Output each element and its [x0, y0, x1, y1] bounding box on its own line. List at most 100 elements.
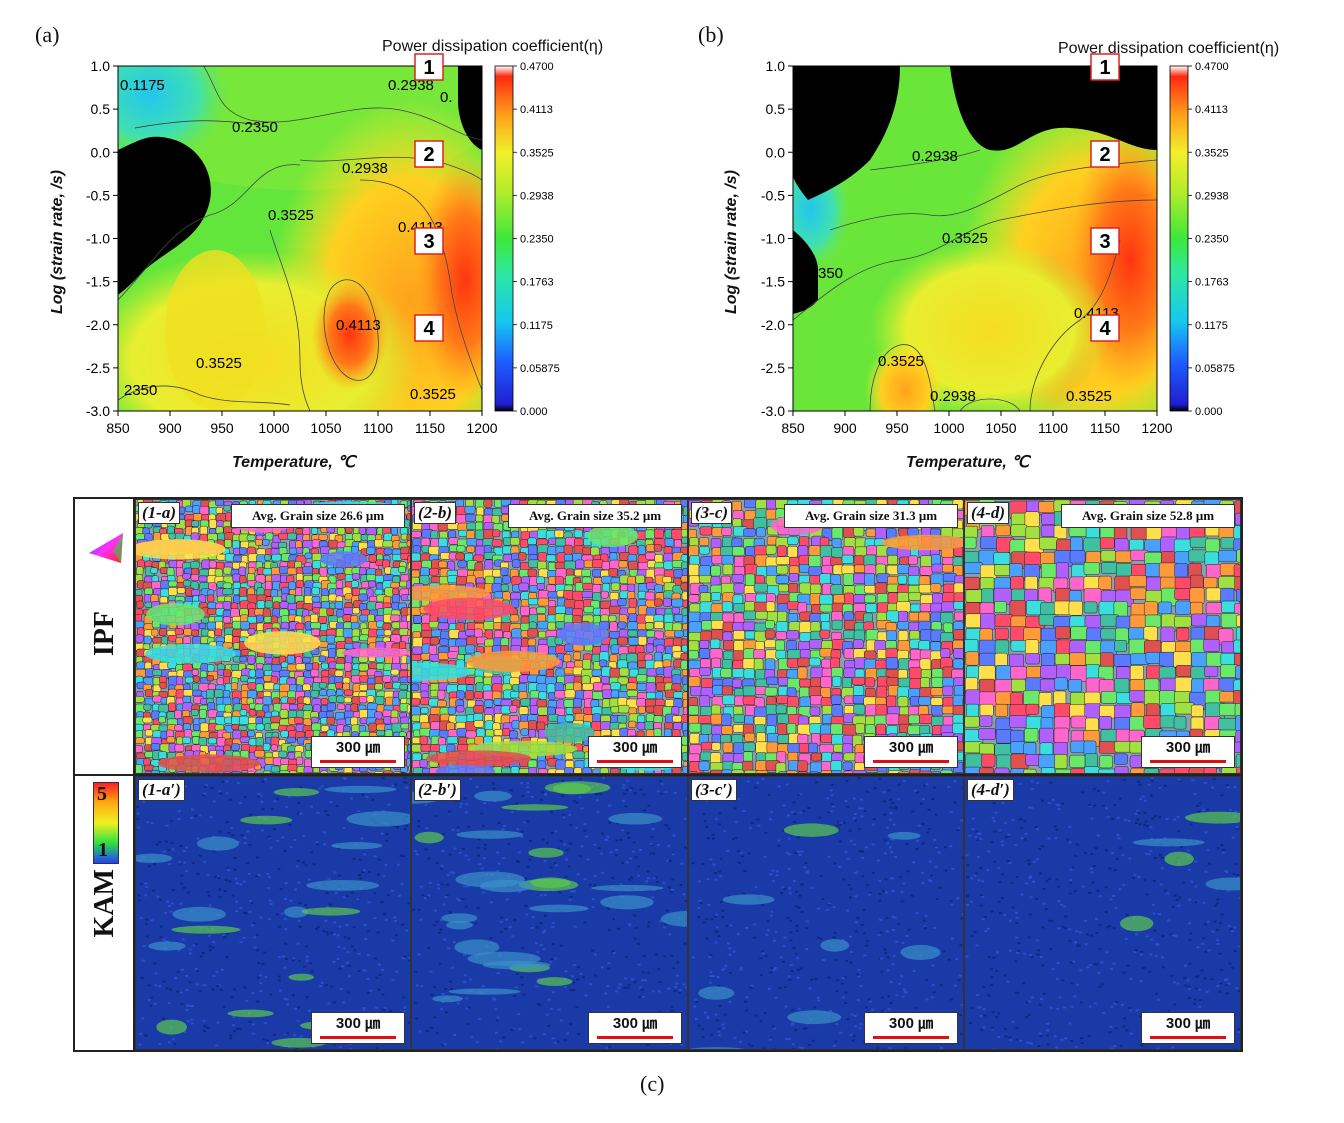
scale-bar-label: 300 ㎛ [612, 1015, 658, 1032]
colorbar-tick-label: 0.4113 [520, 104, 553, 116]
x-tick-label: 1000 [258, 420, 289, 436]
contour-label: 0.2938 [388, 77, 434, 94]
x-tick-label: 1100 [1038, 420, 1068, 436]
y-tick-label: 0.0 [91, 144, 111, 160]
ipf-map: (3-c) Avg. Grain size 31.3 μm 300 ㎛ [688, 499, 964, 774]
kam-map: (4-d′) 300 ㎛ [964, 776, 1241, 1050]
scale-bar-line [873, 1036, 949, 1039]
colorbar-ticks-b: 0.4700 0.4113 0.3525 0.2938 0.2350 0.1763 0.11… [1188, 61, 1235, 418]
scale-bar-label: 300 ㎛ [888, 739, 934, 756]
contour-label: 0.2938 [912, 148, 958, 165]
panel-label-b: (b) [698, 22, 724, 47]
colorbar-tick-label: 0.1763 [1195, 277, 1229, 289]
contour-label: 0.1175 [120, 77, 165, 94]
kam-texture [689, 777, 963, 1049]
scale-bar-line [320, 760, 396, 763]
colorbar-tick-label: 0.05875 [520, 363, 560, 375]
marker-2: 2 [1090, 140, 1120, 168]
ipf-legend-triangle [83, 523, 127, 572]
svg-text:4: 4 [1099, 318, 1111, 340]
y-tick-label: -3.0 [86, 403, 110, 419]
x-tick-label: 1200 [466, 420, 497, 436]
kam-map: (2-b′) 300 ㎛ [411, 776, 688, 1050]
contour-label: 0.2938 [930, 388, 976, 405]
colorbar-ticks-a: 0.4700 0.4113 0.3525 0.2938 0.2350 0.1763 0.11… [513, 61, 560, 418]
svg-text:1: 1 [423, 57, 434, 79]
y-tick-label: -0.5 [761, 187, 785, 203]
scale-bar: 300 ㎛ [311, 1012, 405, 1044]
colorbar-tick-label: 0.1175 [1195, 320, 1228, 332]
colorbar-title-b: Power dissipation coefficient(η) [1058, 40, 1280, 57]
kam-texture [965, 777, 1240, 1049]
x-tick-label: 950 [210, 420, 234, 436]
panel-sublabel: (1-a′) [138, 779, 185, 801]
scale-bar: 300 ㎛ [1141, 1012, 1235, 1044]
x-tick-label: 1150 [415, 420, 445, 436]
scale-bar-line [320, 1036, 396, 1039]
kam-legend-max: 5 [97, 783, 107, 805]
contour-label: 0.4113 [336, 317, 381, 334]
contour-label: 0. [440, 89, 453, 106]
scale-bar-line [1150, 760, 1226, 763]
contour-label: 2350 [124, 382, 157, 399]
svg-text:4: 4 [423, 318, 435, 340]
axes-a: 850 900 950 1000 1050 1100 1150 1200 1.0 0.5 0.0 -0… [86, 58, 498, 436]
scale-bar: 300 ㎛ [311, 736, 405, 768]
contour-label: 0.2350 [232, 119, 278, 136]
panel-sublabel: (3-c′) [691, 779, 737, 801]
scale-bar-label: 300 ㎛ [335, 1015, 381, 1032]
avg-grain-size: Avg. Grain size 35.2 μm [508, 504, 682, 528]
kam-texture [136, 777, 410, 1049]
x-tick-label: 1000 [933, 420, 964, 436]
y-tick-label: -2.5 [86, 360, 110, 376]
contour-label: 0.3525 [196, 355, 242, 372]
scale-bar: 300 ㎛ [1141, 736, 1235, 768]
kam-legend: 5 1 [93, 782, 119, 864]
colorbar-tick-label: 0.1175 [520, 320, 553, 332]
row-label-kam: KAM [89, 869, 120, 938]
row-label-ipf: IPF [89, 611, 120, 657]
x-tick-label: 1200 [1141, 420, 1172, 436]
y-tick-label: -1.5 [761, 274, 785, 290]
contour-label: 350 [818, 265, 843, 282]
svg-text:1: 1 [1099, 57, 1110, 79]
colorbar-b [1169, 65, 1189, 412]
y-tick-label: -2.5 [761, 360, 785, 376]
scale-bar-line [1150, 1036, 1226, 1039]
svg-text:3: 3 [1099, 231, 1110, 253]
x-axis-title-a: Temperature, ℃ [232, 454, 356, 471]
colorbar-title-a: Power dissipation coefficient(η) [382, 38, 604, 55]
marker-3: 3 [414, 227, 444, 255]
y-tick-label: -1.0 [86, 231, 110, 247]
y-tick-label: -1.0 [761, 231, 785, 247]
scale-bar-label: 300 ㎛ [1165, 1015, 1211, 1032]
panel-sublabel: (4-d′) [967, 779, 1014, 801]
colorbar-tick-label: 0.2938 [1195, 190, 1229, 202]
y-tick-label: -3.0 [761, 403, 785, 419]
colorbar-tick-label: 0.000 [1195, 406, 1223, 418]
marker-2: 2 [414, 140, 444, 168]
scale-bar-line [597, 760, 673, 763]
colorbar-tick-label: 0.2350 [520, 234, 554, 246]
contour-label: 0.3525 [1066, 388, 1112, 405]
x-axis-title-b: Temperature, ℃ [906, 454, 1030, 471]
micrograph-grid: IPF 5 1 KAM (1-a) Avg. Grain size 26.6 μm… [73, 497, 1243, 1052]
scale-bar: 300 ㎛ [588, 1012, 682, 1044]
y-tick-label: 1.0 [766, 58, 786, 74]
svg-text:2: 2 [423, 144, 434, 166]
x-tick-label: 1150 [1090, 420, 1120, 436]
scale-bar-line [597, 1036, 673, 1039]
y-tick-label: 1.0 [91, 58, 111, 74]
colorbar-tick-label: 0.05875 [1195, 363, 1235, 375]
x-tick-label: 1050 [985, 420, 1016, 436]
x-tick-label: 900 [158, 420, 182, 436]
scale-bar-label: 300 ㎛ [612, 739, 658, 756]
panel-sublabel: (4-d) [967, 502, 1009, 524]
colorbar-tick-label: 0.2350 [1195, 234, 1229, 246]
ipf-map: (2-b) Avg. Grain size 35.2 μm 300 ㎛ [411, 499, 688, 774]
colorbar-tick-label: 0.000 [520, 406, 548, 418]
scale-bar-label: 300 ㎛ [1165, 739, 1211, 756]
contour-label: 0.3525 [942, 230, 988, 247]
scale-bar-line [873, 760, 949, 763]
panel-label-a: (a) [35, 22, 60, 47]
